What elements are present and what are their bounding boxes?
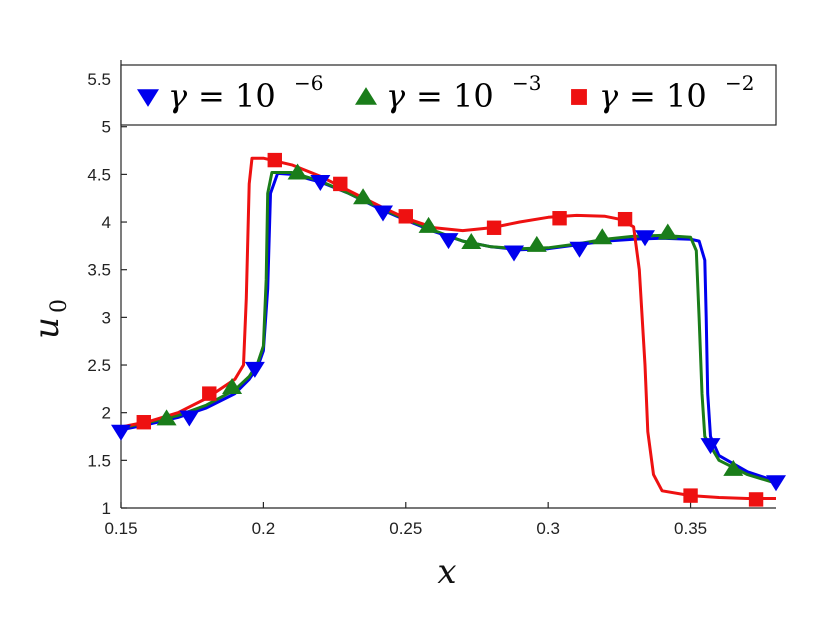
data-point-series-2 xyxy=(222,377,243,394)
series-lines xyxy=(120,156,777,500)
series-markers xyxy=(111,152,786,507)
y-tick-label: 4 xyxy=(102,213,111,232)
series-line-1 xyxy=(120,171,777,483)
y-tick-label: 5.5 xyxy=(87,70,111,89)
legend-label-gamma: γ xyxy=(168,77,188,115)
data-point-series-3 xyxy=(683,488,698,503)
legend-label-gamma: γ xyxy=(599,77,619,115)
y-axis-ticks: 1 1.5 2 2.5 3 3.5 4 4.5 5 5.5 xyxy=(87,70,127,518)
legend-label-equals-base: = 10 xyxy=(629,77,707,115)
data-point-series-2 xyxy=(353,188,374,205)
data-point-series-2 xyxy=(287,163,308,180)
data-point-series-1 xyxy=(111,424,131,441)
data-point-series-3 xyxy=(398,209,413,224)
data-point-series-1 xyxy=(635,230,655,247)
y-tick-label: 4.5 xyxy=(87,165,111,184)
data-point-series-2 xyxy=(461,233,482,250)
data-point-series-1 xyxy=(373,205,393,222)
legend-label-equals-base: = 10 xyxy=(416,77,494,115)
legend-marker-series-1 xyxy=(137,89,159,107)
data-point-series-2 xyxy=(657,223,678,240)
y-axis-label-main: u xyxy=(27,317,67,339)
data-point-series-3 xyxy=(267,152,282,168)
y-axis-label-subscript: 0 xyxy=(47,299,72,313)
legend-marker-series-3 xyxy=(571,89,587,105)
y-axis-label: u 0 xyxy=(27,299,72,339)
y-tick-label: 5 xyxy=(102,118,111,137)
legend-box xyxy=(120,64,777,126)
data-point-series-3 xyxy=(333,176,348,192)
legend-label-equals-base: = 10 xyxy=(198,77,276,115)
data-point-series-3 xyxy=(202,386,217,401)
data-point-series-3 xyxy=(617,211,633,227)
data-point-series-2 xyxy=(526,235,547,252)
data-point-series-1 xyxy=(766,475,786,492)
x-tick-label: 0.35 xyxy=(674,519,707,538)
data-point-series-1 xyxy=(700,438,721,455)
x-tick-label: 0.15 xyxy=(104,519,137,538)
data-point-series-1 xyxy=(569,241,590,258)
y-tick-label: 3 xyxy=(102,308,111,327)
data-point-series-1 xyxy=(244,361,265,378)
x-axis-ticks: 0.15 0.2 0.25 0.3 0.35 xyxy=(104,502,707,538)
data-point-series-2 xyxy=(592,228,613,245)
data-point-series-3 xyxy=(552,211,567,226)
data-point-series-1 xyxy=(438,233,459,250)
x-tick-label: 0.2 xyxy=(252,519,276,538)
x-tick-label: 0.3 xyxy=(536,519,560,538)
y-tick-label: 2 xyxy=(102,404,111,423)
legend-label-gamma: γ xyxy=(386,77,406,115)
series-line-3 xyxy=(120,156,776,500)
data-point-series-1 xyxy=(310,175,331,192)
data-point-series-1 xyxy=(179,410,200,427)
legend-label-exponent: −6 xyxy=(294,71,323,95)
data-point-series-3 xyxy=(748,492,764,507)
series-line-2 xyxy=(120,171,777,485)
y-tick-label: 2.5 xyxy=(87,356,111,375)
legend-label-exponent: −2 xyxy=(725,71,754,95)
data-point-series-2 xyxy=(156,409,177,426)
data-point-series-1 xyxy=(504,245,524,262)
x-axis-label: x xyxy=(437,552,456,592)
y-tick-label: 1.5 xyxy=(87,451,111,470)
legend: γ = 10 −6 γ = 10 −3 γ = 10 −2 xyxy=(120,64,777,126)
data-point-series-2 xyxy=(418,216,439,233)
data-point-series-3 xyxy=(486,220,502,235)
axes-frame xyxy=(120,60,776,509)
data-point-series-3 xyxy=(136,415,151,430)
y-tick-label: 1 xyxy=(102,499,111,518)
x-tick-label: 0.25 xyxy=(389,519,422,538)
legend-label-exponent: −3 xyxy=(512,71,541,95)
legend-marker-series-2 xyxy=(355,87,377,105)
y-tick-label: 3.5 xyxy=(87,261,111,280)
data-point-series-2 xyxy=(723,459,744,476)
